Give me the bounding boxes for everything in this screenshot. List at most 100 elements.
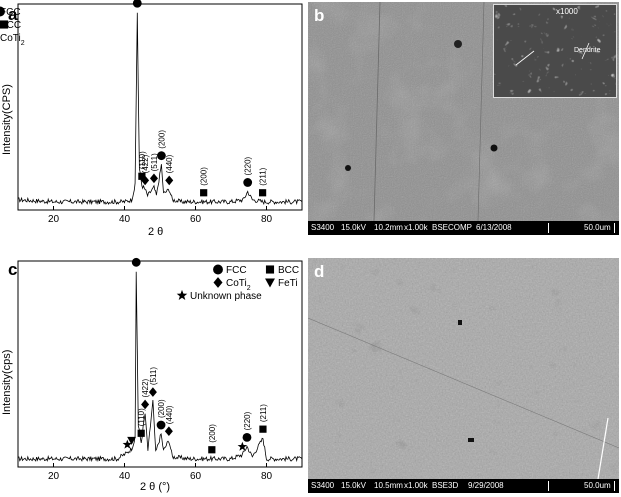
chart-c-legend-symbol [213, 277, 223, 288]
sem-d-instrument: S3400 [311, 481, 335, 490]
chart-a-xtick-label: 60 [190, 214, 202, 225]
chart-c-legend-label: CoTi2 [226, 278, 251, 292]
sem-info-bar-d: S3400 15.0kV 10.5mm x1.00k BSE3D 9/29/20… [308, 479, 619, 493]
chart-c-legend-symbol [213, 264, 223, 275]
chart-a-peak-label: (211) [259, 167, 268, 185]
chart-a-legend-label: CoTi2 [0, 33, 25, 47]
sem-b-mag: x1.00k [404, 223, 428, 232]
sem-texture-d [308, 258, 619, 493]
panel-a-letter: a [8, 5, 18, 24]
chart-a-peak-marker [132, 0, 142, 8]
chart-c-peak-marker [137, 429, 145, 437]
sem-b-scale: 50.0um [584, 223, 611, 232]
sem-d-wd: 10.5mm [374, 481, 403, 490]
panel-a-xlabel: 2 θ [148, 226, 164, 238]
chart-c-peak-label: (440) [165, 405, 174, 424]
chart-c-peak-label: (220) [243, 411, 252, 430]
sem-b-voltage: 15.0kV [341, 223, 366, 232]
sem-d-scale-bar [548, 481, 615, 491]
chart-c-extra-marker [122, 439, 133, 449]
chart-a-peak-marker [200, 189, 208, 197]
chart-a-peak-label: (200) [200, 167, 209, 186]
xrd-chart-c: 20406080(111)(110)(422)(511)(200)(440)(2… [17, 255, 303, 482]
sem-texture-b [308, 2, 619, 235]
chart-c-xtick-label: 80 [261, 471, 273, 482]
chart-a-legend-symbol [0, 6, 5, 17]
chart-a-peak-label: (110) [138, 151, 147, 169]
chart-a-diffraction-line [17, 12, 303, 206]
panel-c-letter: c [8, 260, 18, 279]
chart-c-xtick-label: 60 [190, 471, 202, 482]
chart-c-legend-label: FCC [226, 265, 247, 276]
chart-a-peak-marker [258, 189, 267, 197]
chart-a-xtick-label: 20 [48, 214, 60, 225]
chart-a-peak-marker [157, 151, 166, 161]
chart-a-xtick-label: 80 [261, 214, 273, 225]
chart-c-peak-label: (200) [208, 424, 217, 443]
chart-c-peak-label: (110) [137, 408, 146, 426]
chart-a-plot-frame [17, 3, 303, 211]
chart-c-legend-label: Unknown phase [190, 291, 262, 302]
chart-c-peak-marker [156, 420, 166, 430]
chart-c-peak-marker [148, 387, 157, 397]
chart-a-peak-label: (422) [141, 154, 150, 173]
chart-c-legend-symbol [265, 265, 275, 274]
chart-a-peak-marker [138, 172, 146, 180]
chart-a-peak-marker [165, 175, 174, 186]
chart-c-peak-marker [141, 399, 150, 410]
inset-mag: x1000 [556, 7, 578, 16]
chart-a-legend-symbol [0, 20, 9, 29]
chart-c-peak-marker [164, 426, 173, 437]
chart-c-peak-marker [131, 257, 141, 267]
xrd-panel-a: a Intensity(CPS) 20406080(111)(110)(422)… [0, 0, 306, 245]
chart-a-xtick-label: 40 [119, 214, 131, 225]
panel-d-letter: d [314, 262, 325, 281]
chart-c-extra-marker [127, 436, 136, 445]
sem-info-bar-b: S3400 15.0kV 10.2mm x1.00k BSECOMP 6/13/… [308, 221, 619, 235]
sem-inset-texture [494, 5, 616, 97]
sem-image-b: b x1000 Dendrite S3400 15.0kV 10.2mm x1.… [308, 2, 619, 235]
chart-c-peak-marker [208, 446, 216, 454]
chart-c-legend-symbol [176, 289, 188, 300]
chart-c-peak-label: (211) [259, 404, 268, 422]
sem-b-date: 6/13/2008 [476, 223, 512, 232]
sem-d-scale: 50.0um [584, 481, 611, 490]
sem-b-scale-bar [548, 223, 615, 233]
chart-a-peak-marker [243, 178, 253, 187]
chart-c-diffraction-line [17, 271, 303, 463]
panel-c-xlabel: 2 θ (°) [140, 481, 171, 493]
chart-a-peak-label: (511) [150, 153, 159, 171]
sem-b-wd: 10.2mm [374, 223, 403, 232]
panel-b-letter: b [314, 6, 325, 25]
chart-a-peak-label: (200) [157, 130, 166, 149]
chart-a-legend-label: FCC [0, 7, 21, 18]
chart-c-peak-marker [259, 425, 267, 433]
chart-c-plot-frame [17, 260, 303, 468]
chart-c-peak-label: (422) [141, 378, 150, 397]
sem-d-voltage: 15.0kV [341, 481, 366, 490]
sem-d-date: 9/29/2008 [468, 481, 504, 490]
chart-a-legend-label: BCC [0, 20, 21, 31]
chart-c-peak-label: (200) [157, 399, 166, 418]
chart-c-extra-marker [237, 441, 248, 451]
sem-b-mode: BSECOMP [432, 223, 473, 232]
sem-d-mode: BSE3D [432, 481, 459, 490]
chart-c-xtick-label: 40 [119, 471, 131, 482]
chart-a-peak-marker [141, 175, 150, 186]
chart-c-legend-label: BCC [278, 265, 299, 276]
sem-inset: x1000 Dendrite [493, 4, 617, 98]
chart-c-xtick-label: 20 [48, 471, 60, 482]
chart-c-peak-marker [242, 433, 252, 442]
chart-c-peak-label: (511) [149, 367, 158, 385]
inset-label-dendrite: Dendrite [574, 47, 601, 54]
sem-d-mag: x1.00k [404, 481, 428, 490]
sem-image-d: d S3400 15.0kV 10.5mm x1.00k BSE3D 9/29/… [308, 258, 619, 493]
chart-a-peak-label: (440) [165, 154, 174, 173]
chart-c-legend-label: FeTi [278, 278, 298, 289]
chart-a-peak-label: (220) [244, 156, 253, 175]
chart-c-legend-symbol [265, 278, 275, 288]
xrd-panel-c: c Intensity(cps) 20406080(111)(110)(422)… [0, 255, 306, 497]
xrd-chart-a: 20406080(111)(110)(422)(511)(200)(440)(2… [0, 0, 303, 225]
sem-b-instrument: S3400 [311, 223, 335, 232]
chart-a-peak-marker [149, 173, 158, 184]
